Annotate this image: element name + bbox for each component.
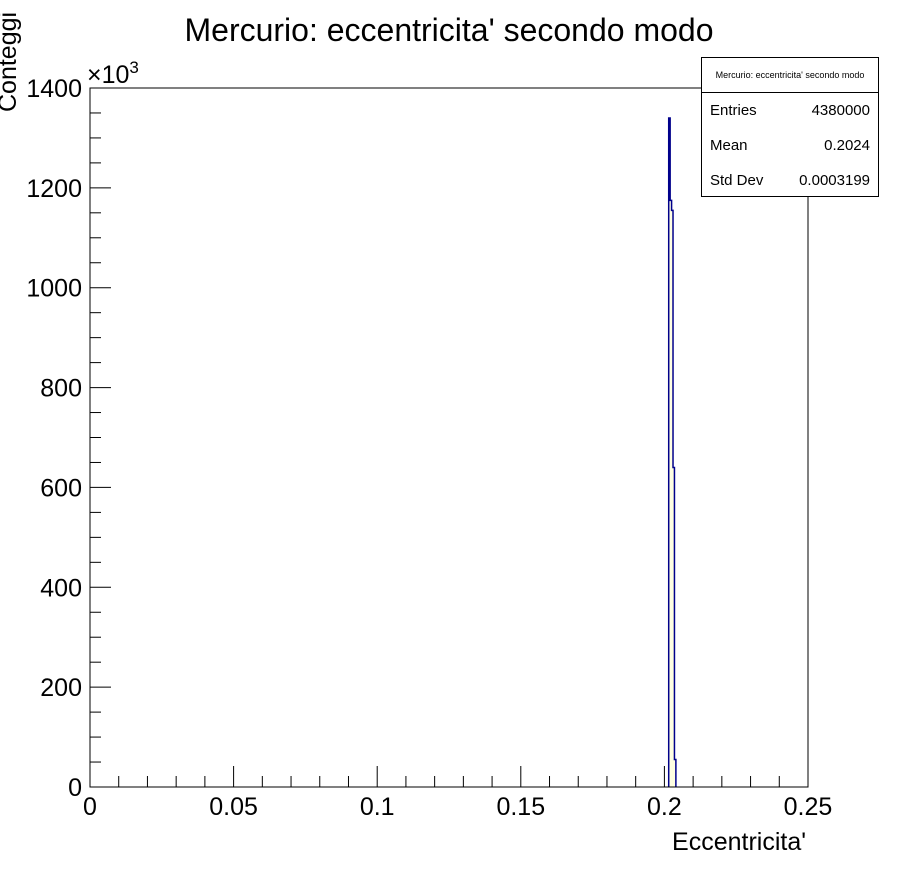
stddev-value: 0.0003199 — [799, 172, 870, 189]
histogram-bars — [667, 117, 677, 787]
y-tick-label: 1200 — [26, 175, 82, 203]
histogram-outline — [667, 117, 677, 787]
y-multiplier: ×103 — [87, 58, 139, 89]
x-tick-label: 0.05 — [209, 793, 258, 821]
x-tick-label: 0.1 — [360, 793, 395, 821]
y-axis-label: Conteggi — [0, 12, 22, 112]
axis-ticks — [89, 87, 809, 788]
y-tick-label: 800 — [40, 375, 82, 403]
stats-row-stddev: Std Dev 0.0003199 — [702, 163, 878, 198]
histogram-bin-1 — [670, 200, 672, 787]
x-tick-label: 0.25 — [784, 793, 833, 821]
histogram-bin-2 — [671, 210, 674, 787]
stats-row-entries: Entries 4380000 — [702, 93, 878, 128]
x-tick-label: 0 — [83, 793, 97, 821]
stats-box: Mercurio: eccentricita' secondo modo Ent… — [701, 57, 879, 197]
mean-label: Mean — [710, 137, 748, 154]
y-tick-label: 400 — [40, 574, 82, 602]
y-tick-label: 0 — [68, 774, 82, 802]
y-tick-label: 600 — [40, 474, 82, 502]
stats-row-mean: Mean 0.2024 — [702, 128, 878, 163]
y-tick-label: 200 — [40, 674, 82, 702]
tick-labels: 0 0.05 0.1 0.15 0.2 0.25 0 200 400 600 800 1000 1200… — [26, 75, 832, 821]
mean-value: 0.2024 — [824, 137, 870, 154]
x-tick-label: 0.2 — [647, 793, 682, 821]
x-axis-label: Eccentricita' — [672, 828, 806, 856]
y-tick-label: 1000 — [26, 275, 82, 303]
chart-title: Mercurio: eccentricita' secondo modo — [184, 12, 713, 48]
stddev-label: Std Dev — [710, 172, 764, 189]
x-tick-label: 0.15 — [496, 793, 545, 821]
stats-title: Mercurio: eccentricita' secondo modo — [702, 58, 878, 93]
entries-value: 4380000 — [811, 102, 870, 119]
y-tick-label: 1400 — [26, 75, 82, 103]
entries-label: Entries — [710, 102, 757, 119]
